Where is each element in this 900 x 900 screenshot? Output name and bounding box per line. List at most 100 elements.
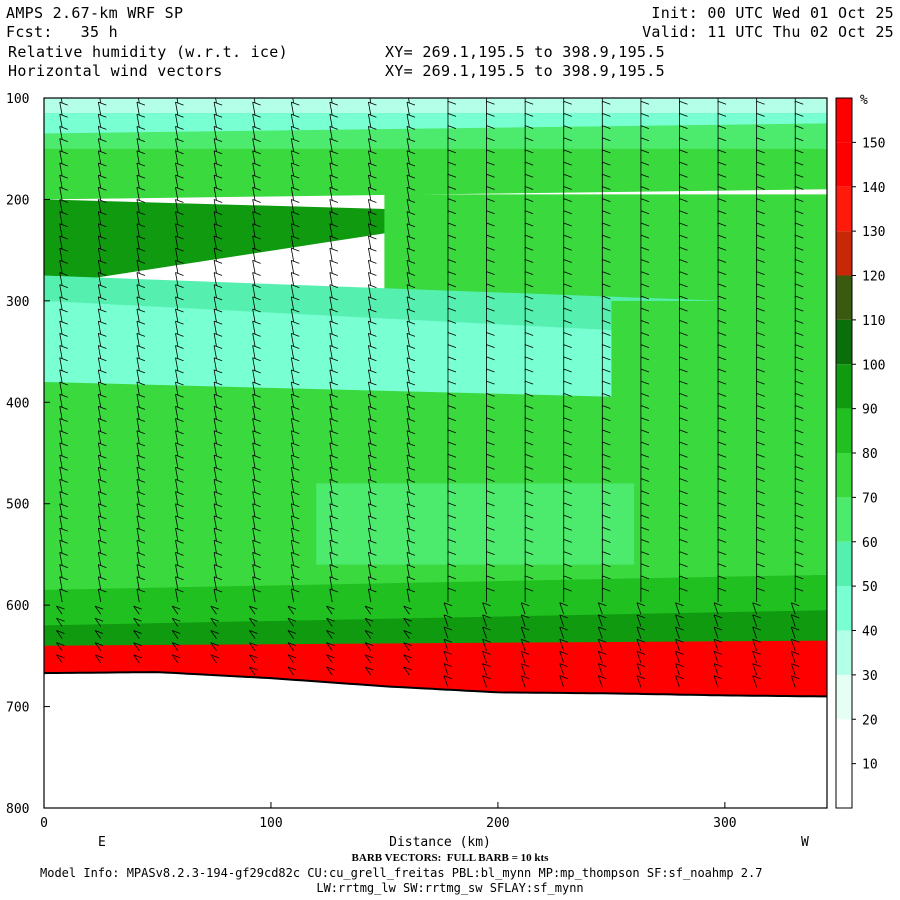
wind-barb-flag (213, 101, 223, 106)
wind-barb-flag (136, 491, 146, 495)
wind-barb-flag (287, 630, 297, 634)
wind-barb-flag (559, 614, 568, 619)
wind-barb-flag (133, 642, 142, 647)
wind-barb-flag (368, 90, 376, 93)
wind-barb-flag (368, 430, 377, 435)
wind-barb-flag (252, 503, 261, 508)
wind-barb-flag (59, 418, 68, 422)
wind-barb-flag (679, 514, 688, 519)
wind-barb (59, 540, 63, 554)
wind-barb-flag (98, 588, 107, 593)
wind-barb-flag (291, 393, 300, 398)
wind-barb (213, 211, 217, 225)
wind-barb-flag (640, 100, 650, 105)
wind-barb-flag (326, 630, 335, 634)
cross-section-coords-2: XY= 269.1,195.5 to 398.9,195.5 (385, 62, 665, 80)
wind-barb (406, 284, 410, 298)
wind-barb (136, 199, 140, 213)
wind-barb-flag (679, 198, 688, 202)
wind-barb-flag (291, 466, 300, 471)
wind-barb (482, 651, 487, 664)
wind-barb (97, 430, 102, 444)
wind-barb-flag (291, 503, 300, 508)
wind-barb-flag (175, 332, 184, 337)
wind-barb-flag (252, 308, 261, 313)
wind-barb-flag (756, 380, 765, 385)
wind-barb (136, 296, 140, 311)
wind-barb (675, 626, 680, 639)
wind-barb (252, 491, 256, 505)
wind-barb-flag (640, 356, 650, 361)
wind-barb-flag (640, 526, 650, 531)
wind-barb-flag (329, 235, 338, 240)
wind-barb (252, 235, 256, 250)
wind-barb (249, 666, 256, 676)
wind-barb-flag (59, 552, 68, 556)
wind-barb (136, 138, 140, 152)
wind-barb (290, 357, 295, 371)
wind-barb-flag (329, 393, 338, 398)
wind-barb-flag (136, 442, 146, 447)
rh-band-lower-dry (316, 483, 635, 565)
wind-barb (482, 663, 487, 676)
wind-barb (368, 333, 372, 347)
wind-barb-flag (756, 587, 765, 592)
wind-barb-flag (403, 666, 412, 671)
wind-barb (368, 260, 372, 274)
wind-barb-flag (213, 454, 223, 459)
wind-barb-flag (559, 626, 568, 631)
wind-barb-flag (249, 630, 258, 634)
wind-barb-flag (252, 199, 261, 203)
wind-barb-flag (602, 575, 611, 580)
wind-barb-flag (210, 642, 219, 647)
wind-barb-flag (406, 284, 416, 289)
wind-barb (329, 552, 333, 566)
colorbar-swatch (836, 453, 852, 498)
wind-barb-flag (602, 405, 611, 409)
wind-barb-flag (795, 490, 804, 495)
wind-barb-flag (447, 514, 457, 519)
wind-barb-flag (486, 417, 495, 422)
wind-barb-flag (525, 551, 534, 555)
wind-barb (175, 552, 179, 566)
wind-barb (290, 345, 295, 359)
wind-barb-flag (795, 259, 804, 263)
wind-barb-flag (486, 100, 495, 105)
wind-barb-flag (756, 307, 765, 312)
wind-barb (330, 98, 333, 104)
wind-barb (406, 272, 410, 286)
wind-barb-flag (406, 199, 416, 203)
wind-barb (136, 430, 140, 444)
wind-barb (403, 654, 410, 664)
wind-barb (171, 654, 179, 664)
wind-barb-flag (486, 526, 495, 531)
wind-barb-flag (252, 113, 261, 118)
wind-barb-flag (640, 368, 650, 373)
wind-barb (252, 442, 256, 457)
wind-barb (329, 162, 333, 177)
wind-barb-flag (559, 638, 568, 643)
wind-barb-flag (602, 125, 611, 129)
wind-barb-flag (486, 113, 495, 117)
wind-barb-flag (213, 406, 223, 410)
wind-barb (329, 394, 333, 408)
wind-barb (752, 602, 758, 615)
wind-barb (136, 515, 140, 530)
wind-barb (210, 642, 217, 652)
wind-barb-flag (602, 441, 611, 446)
wind-barb-flag (329, 430, 338, 435)
wind-barb (790, 651, 796, 664)
wind-barb-flag (213, 539, 223, 544)
wind-barb-flag (563, 319, 572, 324)
wind-barb-flag (252, 174, 261, 179)
wind-barb-flag (640, 453, 650, 458)
wind-barb-flag (291, 320, 300, 325)
wind-barb (329, 479, 333, 493)
wind-barb-flag (98, 418, 107, 422)
wind-barb-flag (443, 638, 453, 643)
wind-barb-flag (756, 417, 765, 422)
wind-barb-flag (326, 605, 335, 610)
wind-barb-flag (525, 210, 534, 215)
wind-barb-flag (252, 126, 261, 130)
wind-barb-flag (486, 453, 495, 458)
